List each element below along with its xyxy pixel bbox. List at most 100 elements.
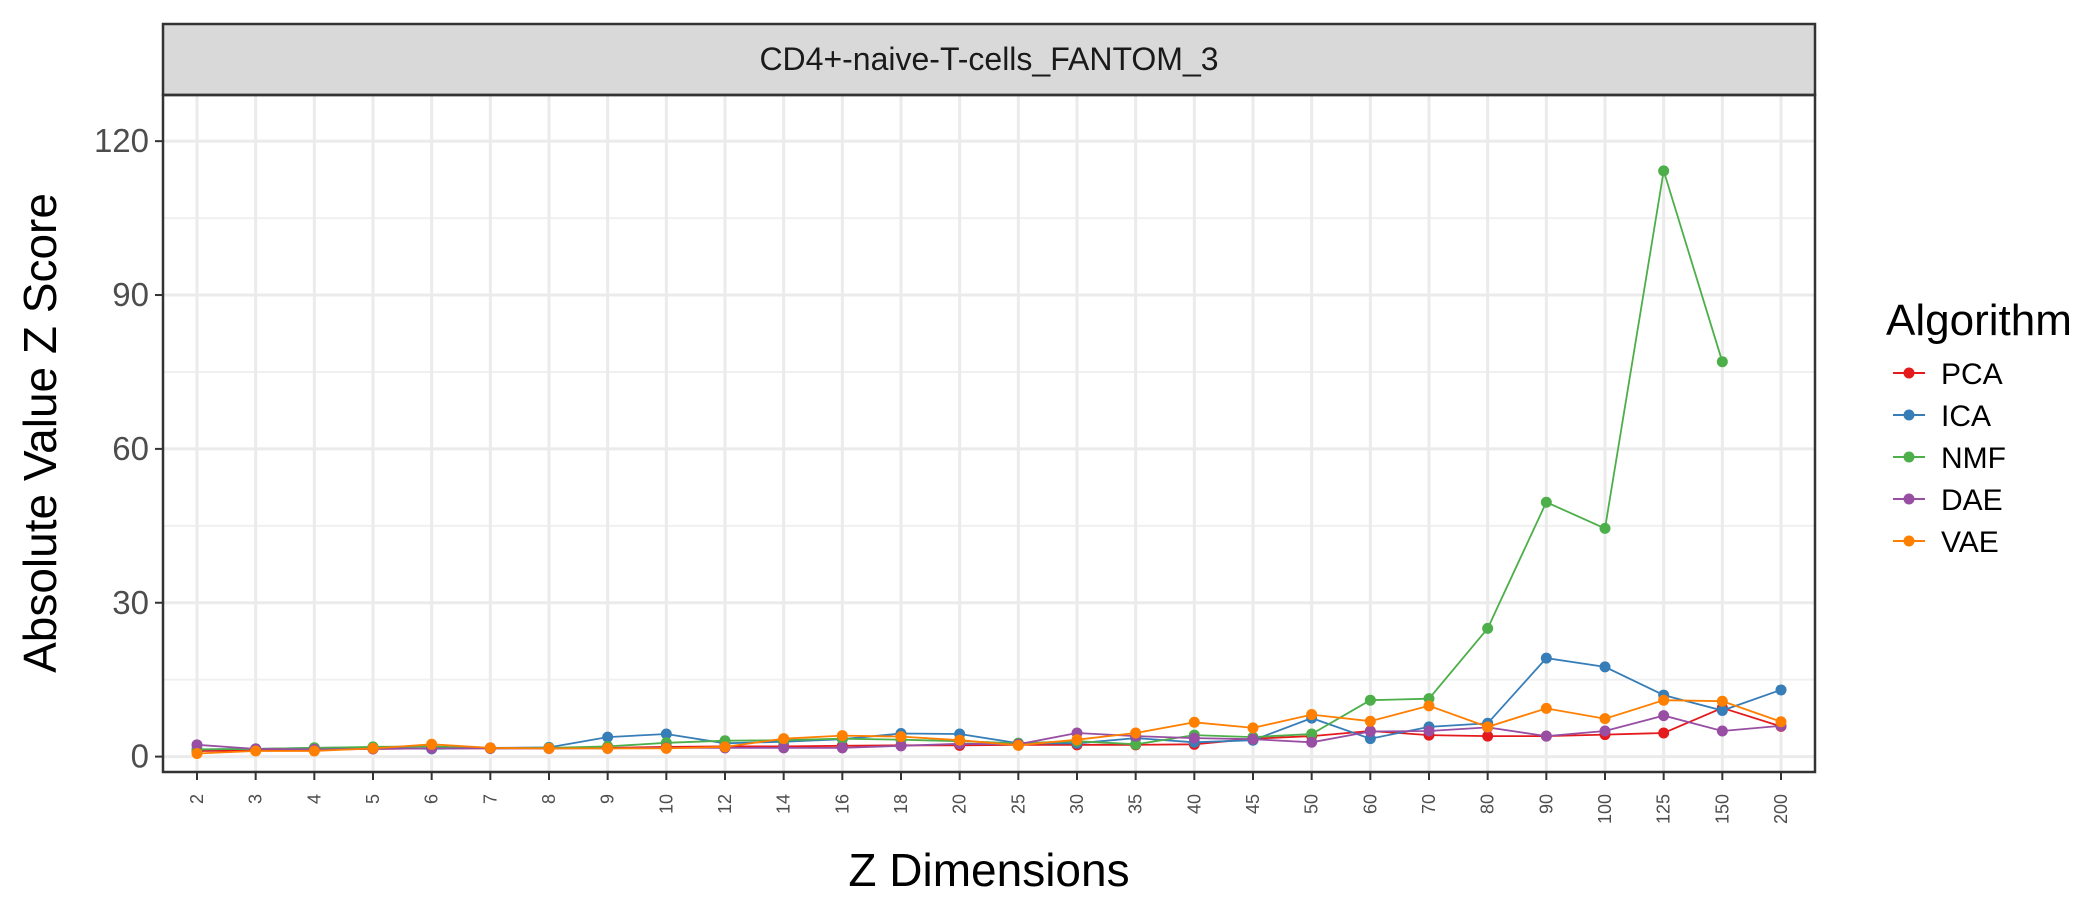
x-tick-label: 25 xyxy=(1008,794,1028,814)
legend-key-point-nmf xyxy=(1903,451,1915,463)
data-point-dae xyxy=(1540,730,1552,742)
data-point-dae xyxy=(191,739,203,751)
legend-label-ica: ICA xyxy=(1941,400,1991,433)
data-point-vae xyxy=(543,742,555,754)
data-point-pca xyxy=(1482,730,1494,742)
data-point-vae xyxy=(1247,722,1259,734)
x-tick-label: 20 xyxy=(950,794,970,814)
minor-gridlines xyxy=(163,217,1815,681)
data-point-nmf xyxy=(1130,738,1142,750)
legend-label-vae: VAE xyxy=(1941,526,1999,559)
data-point-vae xyxy=(1775,716,1787,728)
data-point-vae xyxy=(1012,739,1024,751)
data-point-vae xyxy=(1716,695,1728,707)
legend-key-point-ica xyxy=(1903,409,1915,421)
data-point-vae xyxy=(1599,713,1611,725)
data-point-vae xyxy=(1071,734,1083,746)
plot-border xyxy=(161,93,1817,774)
data-point-ica xyxy=(1540,652,1552,664)
legend-title: Algorithm xyxy=(1886,296,2072,345)
x-tick-label: 10 xyxy=(656,794,676,814)
data-point-vae xyxy=(1658,694,1670,706)
data-point-vae xyxy=(367,742,379,754)
data-point-nmf xyxy=(1364,694,1376,706)
data-point-ica xyxy=(1716,704,1728,716)
x-tick-label: 90 xyxy=(1536,794,1556,814)
data-point-dae xyxy=(1306,736,1318,748)
data-point-vae xyxy=(250,745,262,757)
data-point-vae xyxy=(660,742,672,754)
y-axis-title: Absolute Value Z Score xyxy=(14,193,66,673)
x-tick-label: 60 xyxy=(1360,794,1380,814)
data-point-vae xyxy=(895,731,907,743)
data-point-dae xyxy=(1599,725,1611,737)
data-point-vae xyxy=(1130,727,1142,739)
x-axis-title: Z Dimensions xyxy=(848,844,1129,896)
legend-label-dae: DAE xyxy=(1941,484,2003,517)
x-tick-label: 9 xyxy=(598,794,618,804)
x-tick-label: 35 xyxy=(1126,794,1146,814)
data-point-ica xyxy=(1775,684,1787,696)
x-tick-label: 30 xyxy=(1067,794,1087,814)
data-point-vae xyxy=(602,742,614,754)
data-point-dae xyxy=(778,742,790,754)
data-point-vae xyxy=(1306,709,1318,721)
legend-key-point-vae xyxy=(1903,535,1915,547)
data-point-nmf xyxy=(1482,622,1494,634)
legend: Algorithm PCA ICA NMF DAE VAE xyxy=(1886,296,2072,559)
data-point-dae xyxy=(895,740,907,752)
x-tick-label: 12 xyxy=(715,794,735,814)
x-tick-label: 5 xyxy=(363,794,383,804)
x-tick-label: 125 xyxy=(1654,794,1674,824)
data-point-vae xyxy=(954,734,966,746)
data-point-ica xyxy=(602,731,614,743)
y-tick-label: 60 xyxy=(112,430,149,467)
x-tick-label: 45 xyxy=(1243,794,1263,814)
data-point-nmf xyxy=(1599,522,1611,534)
x-tick-label: 50 xyxy=(1302,794,1322,814)
data-point-dae xyxy=(1247,733,1259,745)
x-tick-label: 16 xyxy=(832,794,852,814)
data-point-vae xyxy=(1188,716,1200,728)
series-line-vae xyxy=(196,699,1782,755)
series-layer xyxy=(191,165,1787,760)
legend-label-nmf: NMF xyxy=(1941,442,2006,475)
data-point-dae xyxy=(1364,725,1376,737)
x-tick-label: 70 xyxy=(1419,794,1439,814)
y-tick-label: 90 xyxy=(112,276,149,313)
major-gridlines xyxy=(163,95,1815,772)
x-tick-label: 14 xyxy=(774,794,794,814)
data-point-vae xyxy=(719,741,731,753)
x-tick-label: 4 xyxy=(304,794,324,804)
x-tick-label: 7 xyxy=(480,794,500,804)
data-point-vae xyxy=(426,738,438,750)
data-point-dae xyxy=(1716,725,1728,737)
data-point-dae xyxy=(836,742,848,754)
data-point-vae xyxy=(308,745,320,757)
legend-key-point-pca xyxy=(1903,367,1915,379)
x-axis-ticks: 2 3 4 5 6 7 8 9 10 12 14 16 18 20 25 30 35 40 45 50 60 70 80 90… xyxy=(187,772,1791,824)
data-point-vae xyxy=(1540,702,1552,714)
panel-title: CD4+-naive-T-cells_FANTOM_3 xyxy=(759,41,1218,77)
data-point-vae xyxy=(836,730,848,742)
data-point-vae xyxy=(778,733,790,745)
data-point-vae xyxy=(1364,715,1376,727)
data-point-nmf xyxy=(1540,496,1552,508)
y-tick-label: 30 xyxy=(112,584,149,621)
x-tick-label: 150 xyxy=(1712,794,1732,824)
x-tick-label: 200 xyxy=(1771,794,1791,824)
x-tick-label: 80 xyxy=(1478,794,1498,814)
x-tick-label: 8 xyxy=(539,794,559,804)
y-axis-ticks: 0 30 60 90 120 xyxy=(94,122,163,775)
data-point-vae xyxy=(191,748,203,760)
data-point-nmf xyxy=(1306,728,1318,740)
data-point-dae xyxy=(1188,732,1200,744)
x-tick-label: 40 xyxy=(1184,794,1204,814)
data-point-dae xyxy=(1658,710,1670,722)
data-point-ica xyxy=(660,728,672,740)
y-tick-label: 120 xyxy=(94,122,149,159)
strip-background xyxy=(161,22,1817,97)
data-point-dae xyxy=(1423,725,1435,737)
data-point-nmf xyxy=(1716,356,1728,368)
